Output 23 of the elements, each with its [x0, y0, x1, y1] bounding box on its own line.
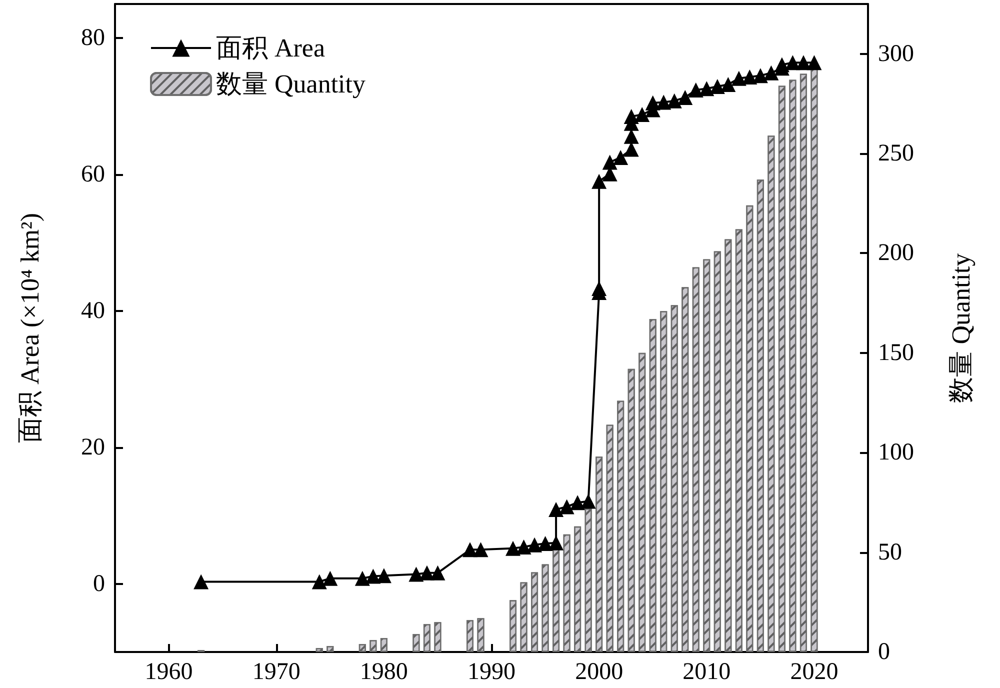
y2-tick-label: 150 — [878, 340, 914, 366]
x-tick-label: 1990 — [468, 659, 516, 685]
y-tick-label: 0 — [93, 570, 105, 597]
legend-label: 面积 Area — [216, 34, 326, 62]
y-tick-label: 80 — [81, 25, 105, 52]
y2-tick-label: 0 — [878, 639, 890, 665]
y2-axis-title: 数量 Quantity — [946, 253, 976, 403]
x-tick-label: 2010 — [682, 659, 731, 685]
y-tick-label: 60 — [81, 162, 105, 188]
y2-tick-label: 300 — [878, 40, 914, 67]
y2-tick-label: 200 — [878, 240, 914, 266]
x-tick-label: 1970 — [252, 659, 300, 685]
x-tick-label: 1980 — [360, 659, 408, 685]
x-tick-label: 2000 — [575, 659, 624, 685]
legend-label: 数量 Quantity — [216, 70, 366, 98]
y2-tick-label: 50 — [878, 539, 902, 566]
y2-tick-label: 250 — [878, 140, 914, 167]
y-axis-title: 面积 Area (×10⁴ km²) — [16, 212, 44, 444]
y-tick-label: 20 — [81, 434, 105, 460]
x-tick-label: 1960 — [144, 659, 193, 685]
y2-tick-label: 100 — [878, 440, 914, 466]
y-tick-label: 40 — [81, 298, 105, 324]
x-tick-label: 2020 — [790, 659, 838, 685]
